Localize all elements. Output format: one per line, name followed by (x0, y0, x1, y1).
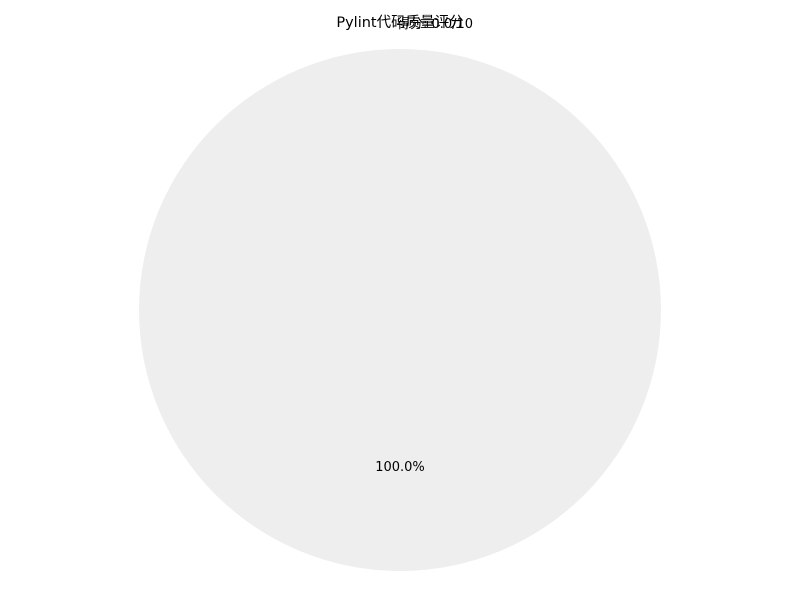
pie-slices (139, 49, 661, 571)
slice-percent-label: 100.0% (375, 460, 425, 475)
slice-label: 得分: 0.0/10 (397, 16, 473, 32)
pie-slice-0 (139, 49, 661, 571)
chart-title: Pylint代码质量评分 (336, 14, 463, 31)
